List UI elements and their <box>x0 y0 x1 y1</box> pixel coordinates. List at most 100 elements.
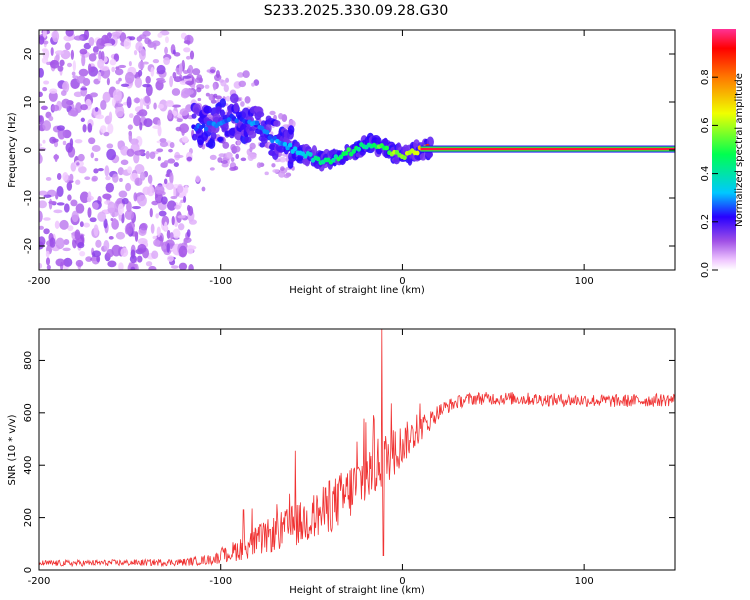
noise-blob <box>256 162 262 169</box>
noise-blob <box>165 182 174 191</box>
noise-blob <box>236 72 245 78</box>
noise-blob <box>148 265 157 270</box>
noise-blob <box>79 221 84 228</box>
noise-blob <box>164 46 168 55</box>
noise-blob <box>75 102 83 114</box>
noise-blob <box>153 239 161 247</box>
noise-blob <box>208 93 215 101</box>
noise-blob <box>48 200 57 205</box>
noise-blob <box>145 75 151 84</box>
track-point <box>226 117 232 122</box>
track-halo <box>277 145 286 153</box>
noise-blob <box>48 90 58 102</box>
noise-blob <box>125 222 133 235</box>
noise-blob <box>133 153 140 164</box>
noise-blob <box>87 207 92 218</box>
noise-blob <box>75 179 81 185</box>
noise-blob <box>113 53 120 62</box>
noise-blob <box>89 92 98 98</box>
noise-blob <box>235 153 240 160</box>
noise-blob <box>153 42 157 50</box>
noise-blob <box>117 203 124 216</box>
noise-blob <box>240 101 245 107</box>
noise-blob <box>133 114 141 127</box>
noise-blob <box>54 50 65 55</box>
colorbar-ticks: 0.0 0.2 0.4 0.6 0.8 <box>700 69 718 278</box>
track-halo <box>210 131 217 140</box>
noise-blob <box>158 210 167 217</box>
noise-blob <box>39 115 45 125</box>
track-halo <box>233 102 239 113</box>
track-halo <box>219 109 225 118</box>
noise-blob <box>185 55 191 60</box>
y-tick-label: 600 <box>23 403 34 422</box>
noise-blob <box>52 138 59 143</box>
noise-blob <box>170 195 178 200</box>
noise-blob <box>135 41 143 52</box>
noise-blob <box>39 143 43 147</box>
noise-blob <box>229 166 237 172</box>
noise-blob <box>158 79 166 84</box>
noise-blob <box>56 202 65 206</box>
track-point <box>356 146 362 152</box>
noise-blob <box>237 140 241 146</box>
noise-blob <box>70 199 78 207</box>
noise-blob <box>49 88 58 94</box>
noise-blob <box>76 75 86 84</box>
track-point <box>384 145 390 151</box>
noise-blob <box>50 47 54 56</box>
track-halo <box>191 133 198 141</box>
x-tick-label: 0 <box>399 576 405 587</box>
track-halo <box>219 98 227 108</box>
noise-blob <box>201 186 206 192</box>
noise-blob <box>118 77 122 82</box>
track-halo <box>273 120 281 127</box>
noise-blob <box>130 266 136 270</box>
noise-blob <box>283 174 290 179</box>
noise-blob <box>94 107 99 112</box>
snr-series-line <box>39 329 675 568</box>
noise-blob <box>41 48 47 52</box>
noise-blob <box>78 166 87 174</box>
noise-blob <box>97 168 104 172</box>
noise-blob <box>62 140 67 146</box>
noise-blob <box>116 200 122 205</box>
noise-blob <box>55 258 65 267</box>
noise-blob <box>138 61 145 70</box>
noise-blob <box>46 264 51 270</box>
noise-blob <box>39 200 47 209</box>
noise-blob <box>91 144 101 152</box>
noise-blob <box>230 157 235 162</box>
noise-blob <box>65 30 74 37</box>
noise-blob <box>85 256 93 262</box>
noise-blob <box>39 263 43 269</box>
noise-blob <box>43 217 51 221</box>
noise-blob <box>143 118 153 128</box>
noise-blob <box>156 148 164 153</box>
noise-blob <box>98 50 103 61</box>
noise-blob <box>136 111 145 116</box>
noise-blob <box>75 203 85 214</box>
noise-blob <box>218 79 224 83</box>
noise-blob <box>51 104 60 112</box>
noise-blob <box>230 144 236 152</box>
noise-blob <box>168 148 173 153</box>
noise-blob <box>57 65 64 72</box>
noise-blob <box>39 210 43 223</box>
noise-blob <box>204 84 210 89</box>
noise-blob <box>118 64 127 69</box>
noise-blob <box>126 148 135 157</box>
noise-blob <box>112 89 122 101</box>
noise-blob <box>42 139 46 144</box>
noise-blob <box>169 172 174 185</box>
carrier-band-core <box>420 147 675 151</box>
y-tick-label: -20 <box>23 238 34 254</box>
noise-blob <box>249 153 257 160</box>
noise-blob <box>105 182 115 193</box>
noise-blob <box>93 168 99 174</box>
noise-blob <box>185 80 195 86</box>
noise-blob <box>79 48 88 55</box>
track-halo <box>256 111 265 118</box>
noise-blob <box>125 182 132 192</box>
noise-blob <box>183 195 187 203</box>
